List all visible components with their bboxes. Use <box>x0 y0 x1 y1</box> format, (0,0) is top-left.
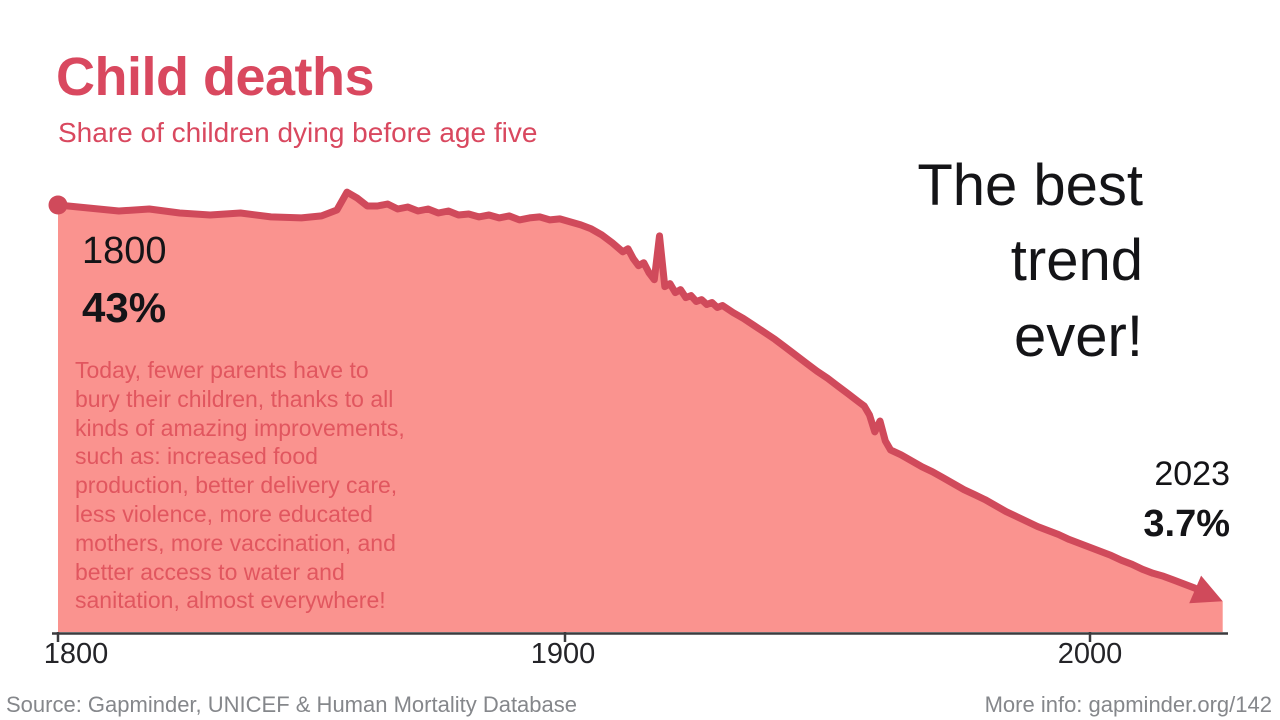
start-value-label: 43% <box>82 283 167 331</box>
arrowhead-marker <box>1189 575 1223 604</box>
big-message-line-1: The best <box>917 153 1143 218</box>
big-message-line-3: ever! <box>1014 303 1143 369</box>
footer-more-info: More info: gapminder.org/142 <box>984 692 1272 717</box>
x-axis-tick-label-1900: 1900 <box>530 638 596 670</box>
end-value-label: 3.7% <box>1143 503 1230 546</box>
end-annotation: 2023 3.7% <box>1143 452 1230 550</box>
area-fill <box>58 192 1223 632</box>
big-message: The best trend ever! <box>917 148 1143 374</box>
end-year-label: 2023 <box>1154 455 1230 493</box>
x-axis-tick-label-2000: 2000 <box>1057 638 1123 670</box>
page-title: Child deaths <box>56 47 375 107</box>
start-annotation: 1800 43% <box>82 228 167 334</box>
annotation-paragraph: Today, fewer parents have to bury their c… <box>75 357 405 614</box>
start-year-label: 1800 <box>82 230 167 272</box>
page-subtitle: Share of children dying before age five <box>58 117 538 148</box>
x-axis-tick-label-1800: 1800 <box>43 638 109 670</box>
footer-source: Source: Gapminder, UNICEF & Human Mortal… <box>6 692 578 717</box>
start-dot-marker <box>48 195 68 215</box>
big-message-line-2: trend <box>1010 228 1143 294</box>
trend-line <box>54 188 1215 600</box>
